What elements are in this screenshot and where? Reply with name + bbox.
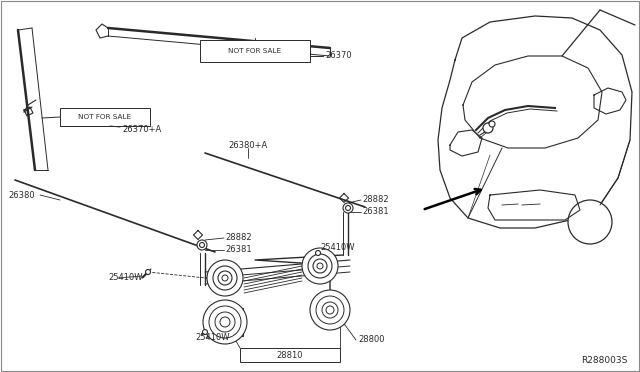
Text: 26370+A: 26370+A [122,125,161,135]
Circle shape [213,266,237,290]
Text: R288003S: R288003S [582,356,628,365]
Bar [207,308,243,336]
Text: 25410W: 25410W [320,244,355,253]
Text: 26370: 26370 [325,51,351,61]
Circle shape [209,306,241,338]
Bar [200,40,310,62]
Circle shape [302,248,338,284]
Circle shape [346,205,351,211]
Circle shape [197,240,207,250]
Text: 25410W: 25410W [108,273,143,282]
Circle shape [308,254,332,278]
Circle shape [489,121,495,127]
Circle shape [317,263,323,269]
Circle shape [203,300,247,344]
Circle shape [483,123,493,133]
Text: NOT FOR SALE: NOT FOR SALE [79,114,132,120]
Text: 26380+A: 26380+A [228,141,268,150]
Circle shape [215,312,235,332]
Circle shape [222,275,228,281]
Text: 26381: 26381 [225,246,252,254]
Text: 26381: 26381 [362,208,388,217]
Text: 28800: 28800 [358,336,385,344]
Text: 26380: 26380 [8,190,35,199]
Circle shape [313,259,327,273]
Circle shape [322,302,338,318]
Circle shape [316,250,321,256]
Circle shape [310,290,350,330]
Circle shape [568,200,612,244]
Text: 28882: 28882 [225,234,252,243]
Text: 28882: 28882 [362,196,388,205]
Text: NOT FOR SALE: NOT FOR SALE [228,48,282,54]
Text: 28810: 28810 [276,350,303,359]
Circle shape [326,306,334,314]
Bar [240,348,340,362]
Circle shape [220,317,230,327]
Circle shape [218,271,232,285]
Circle shape [202,330,207,334]
Bar [60,108,150,126]
Circle shape [145,269,150,275]
Circle shape [200,243,205,247]
Circle shape [343,203,353,213]
Circle shape [207,260,243,296]
Text: 25410W: 25410W [195,334,230,343]
Circle shape [316,296,344,324]
